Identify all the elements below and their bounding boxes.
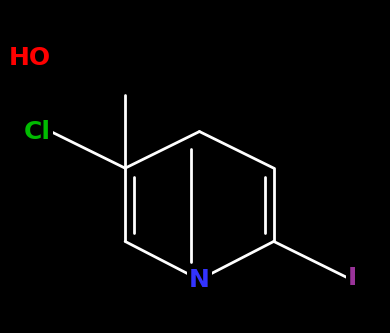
Text: Cl: Cl [24, 120, 51, 144]
Text: HO: HO [9, 46, 51, 70]
Text: I: I [348, 266, 357, 290]
Text: N: N [189, 268, 210, 292]
